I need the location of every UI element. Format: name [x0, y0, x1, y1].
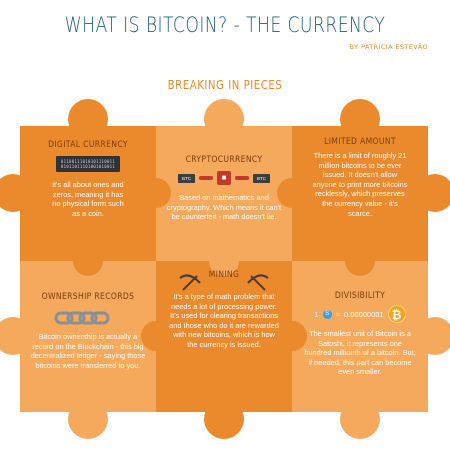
binary-icon: 01100111010101110011 0101101110100101001… — [55, 156, 121, 172]
piece-cryptocurrency: CRYPTOCURRENCY BTC ■ BTC Based on mathem… — [156, 155, 292, 222]
piece-divisibility: DIVISIBILITY 1 S = 0.00000001 ₿ The smal… — [292, 291, 428, 377]
binary-text: 01100111010101110011 0101101110100101001… — [60, 159, 116, 169]
pickaxe-icon — [247, 274, 269, 291]
page-title: WHAT IS BITCOIN? - THE CURRENCY — [64, 13, 386, 37]
bitcoin-coin-icon: ₿ — [387, 305, 406, 323]
mining-spacer — [156, 284, 292, 292]
piece-text: Bitcoin ownership is actually a record o… — [30, 332, 146, 370]
puzzle-piece-ownership — [20, 261, 156, 412]
equation-value: 0.00000001 — [343, 309, 384, 319]
piece-title: DIVISIBILITY — [334, 291, 386, 301]
puzzle-piece-digital — [20, 126, 156, 261]
piece-mining: MINING It's a type of math problem that … — [156, 270, 292, 350]
piece-digital-currency: DIGITAL CURRENCY 01100111010101110011 01… — [20, 140, 156, 218]
chain-icon — [54, 311, 110, 325]
key-icon — [199, 176, 213, 180]
section-subtitle: BREAKING IN PIECES — [167, 78, 283, 92]
satoshi-equation: 1 S = 0.00000001 ₿ — [292, 305, 428, 323]
equation-one: 1 — [314, 309, 319, 319]
equals-sign: = — [335, 309, 340, 319]
piece-text: Based on mathematics and cryptography. W… — [166, 193, 282, 222]
piece-title: OWNERSHIP RECORDS — [41, 292, 135, 302]
piece-title: LIMITED AMOUNT — [324, 137, 396, 147]
satoshi-coin-icon: S — [322, 309, 332, 319]
lock-icon: ■ — [217, 171, 231, 185]
block-right: BTC — [253, 173, 270, 183]
piece-title: DIGITAL CURRENCY — [48, 140, 128, 150]
piece-ownership-records: OWNERSHIP RECORDS Bitcoin ownership is a… — [20, 292, 156, 370]
piece-text: The smallest unit of Bitcoin is a Satosh… — [304, 329, 416, 377]
crypto-diagram: BTC ■ BTC — [156, 171, 292, 185]
piece-text: There is a limit of roughly 21 million b… — [312, 151, 408, 218]
piece-limited-amount: LIMITED AMOUNT There is a limit of rough… — [292, 137, 428, 218]
block-left: BTC — [178, 173, 195, 183]
chain-spacer — [20, 306, 156, 332]
piece-text: it's all about ones and zeros, meaning i… — [52, 180, 124, 218]
piece-text: It's a type of math problem that needs a… — [169, 292, 279, 349]
puzzle-piece-divisibility — [292, 261, 428, 412]
puzzle-piece-limited — [292, 126, 428, 261]
puzzle-piece-crypto — [156, 126, 292, 261]
key-icon — [235, 176, 249, 180]
author-byline: BY PATRICIA ESTEVÃO — [349, 43, 428, 51]
piece-title: MINING — [208, 270, 240, 280]
piece-title: CRYPTOCURRENCY — [185, 155, 263, 165]
pickaxe-icon — [179, 274, 201, 291]
puzzle-piece-mining — [156, 261, 292, 412]
